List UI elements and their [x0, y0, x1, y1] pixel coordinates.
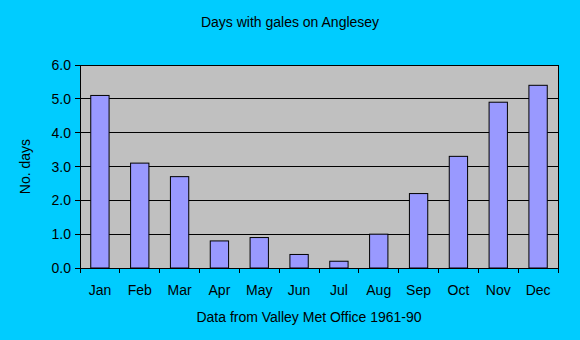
bar — [409, 194, 427, 268]
x-tick-mark — [518, 268, 519, 273]
bar — [250, 238, 268, 268]
bar — [131, 163, 149, 268]
background — [0, 0, 580, 340]
x-tick-mark — [199, 268, 200, 273]
x-tick-mark — [558, 268, 559, 273]
x-tick-mark — [80, 268, 81, 273]
y-tick — [75, 234, 80, 235]
x-tick-label: Nov — [486, 282, 511, 298]
y-tick-label: 4.0 — [52, 125, 72, 141]
plot-frame — [80, 65, 558, 268]
y-tick — [75, 98, 80, 99]
x-tick-label: Jun — [288, 282, 311, 298]
grid-line — [80, 98, 558, 99]
x-tick-mark — [358, 268, 359, 273]
grid-line — [80, 166, 558, 167]
y-tick-label: 1.0 — [52, 226, 72, 242]
x-tick-label: Jan — [89, 282, 112, 298]
y-tick — [75, 166, 80, 167]
chart-svg: 0.0 1.0 2.0 3.0 4.0 5.0 6.0 Jan Feb Mar Apr May Jun J… — [0, 0, 580, 340]
chart-container: 0.0 1.0 2.0 3.0 4.0 5.0 6.0 Jan Feb Mar Apr May Jun J… — [0, 0, 580, 340]
plot-area — [80, 65, 558, 268]
y-tick-label: 2.0 — [52, 192, 72, 208]
x-tick-label: Oct — [448, 282, 470, 298]
x-tick-mark — [398, 268, 399, 273]
y-tick-label: 0.0 — [52, 260, 72, 276]
y-tick — [75, 65, 80, 66]
grid-line — [80, 234, 558, 235]
y-tick — [75, 200, 80, 201]
x-tick-mark — [159, 268, 160, 273]
bar — [290, 254, 308, 268]
grid-line — [80, 132, 558, 133]
x-tick-mark — [279, 268, 280, 273]
bar — [449, 156, 467, 268]
x-tick-label: May — [246, 282, 272, 298]
y-tick-label: 6.0 — [52, 57, 72, 73]
x-tick-label: Jul — [330, 282, 348, 298]
x-tick-label: Mar — [168, 282, 192, 298]
x-tick-mark — [239, 268, 240, 273]
x-tick-mark — [478, 268, 479, 273]
bar — [330, 261, 348, 268]
x-tick-label: Feb — [128, 282, 152, 298]
bar — [489, 102, 507, 268]
y-tick-label: 5.0 — [52, 91, 72, 107]
bar — [170, 177, 188, 268]
grid-line — [80, 200, 558, 201]
x-axis-label: Data from Valley Met Office 1961-90 — [196, 309, 421, 325]
y-tick-label: 3.0 — [52, 159, 72, 175]
title: Days with gales on Anglesey — [201, 14, 379, 30]
x-tick-label: Sep — [406, 282, 431, 298]
y-axis-label: No. days — [17, 139, 33, 194]
bar — [370, 234, 388, 268]
x-tick-label: Apr — [209, 282, 231, 298]
bar — [91, 95, 109, 268]
y-tick — [75, 268, 80, 269]
bar — [210, 241, 228, 268]
y-tick — [75, 132, 80, 133]
bar — [529, 85, 547, 268]
x-tick-mark — [438, 268, 439, 273]
x-tick-label: Aug — [366, 282, 391, 298]
x-tick-mark — [319, 268, 320, 273]
bars — [91, 85, 547, 268]
x-tick-mark — [119, 268, 120, 273]
x-tick-label: Dec — [526, 282, 551, 298]
